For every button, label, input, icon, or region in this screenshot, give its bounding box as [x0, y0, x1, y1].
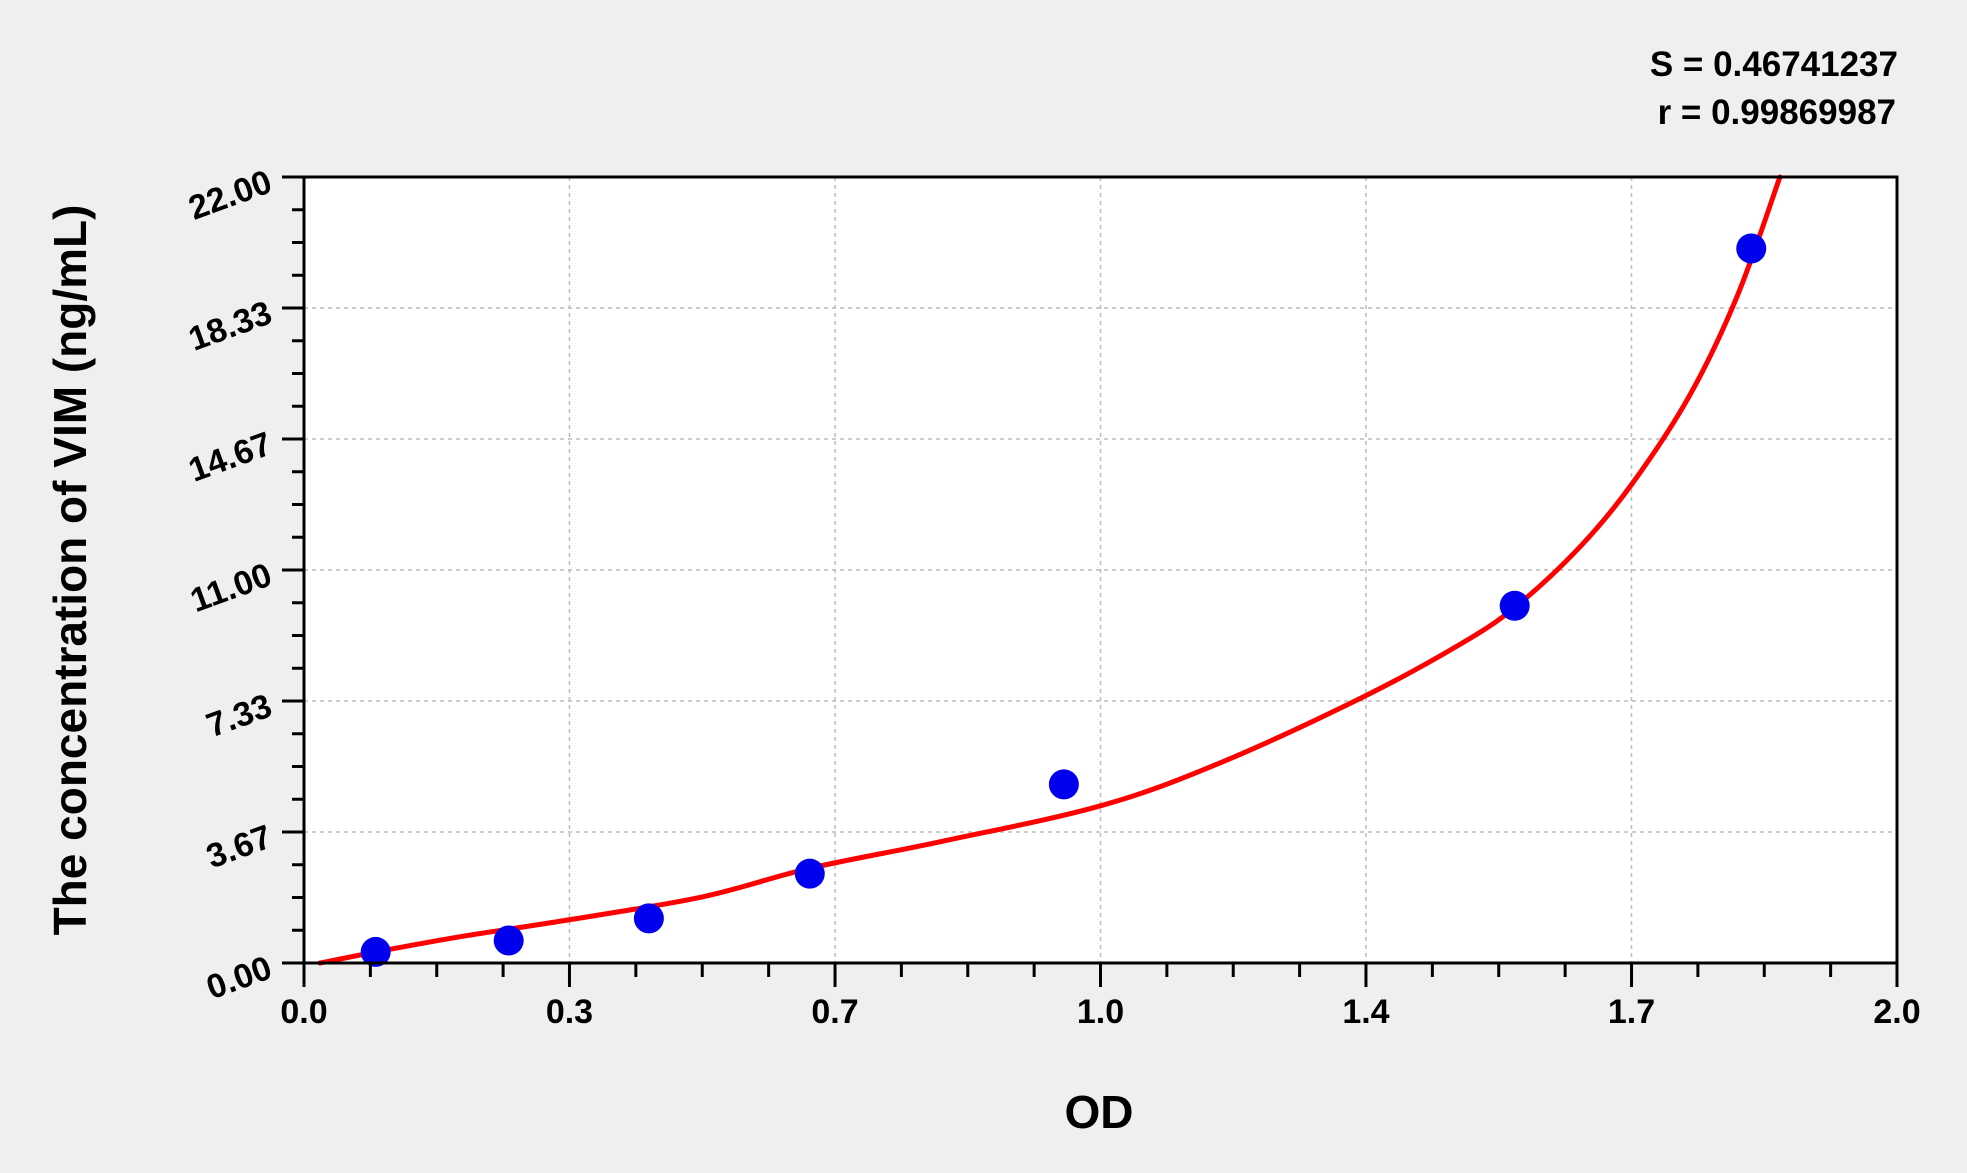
stat-s: S = 0.46741237	[1650, 45, 1898, 84]
fit-curve-line	[317, 174, 1783, 966]
y-tick-label: 0.00	[202, 949, 277, 1007]
data-point	[794, 858, 825, 889]
data-point	[360, 936, 391, 967]
x-tick-label: 1.0	[1077, 993, 1124, 1031]
x-tick-label: 0.3	[546, 993, 593, 1031]
data-points	[360, 233, 1767, 967]
data-point	[1499, 590, 1530, 621]
x-tick-label: 0.7	[811, 993, 858, 1031]
y-tick-label: 14.67	[184, 425, 277, 490]
data-point	[633, 903, 664, 934]
y-tick-label: 7.33	[202, 687, 277, 745]
x-tick-label: 0.0	[280, 993, 327, 1031]
data-point	[493, 925, 524, 956]
x-tick-label: 1.7	[1608, 993, 1655, 1031]
y-tick-label: 22.00	[184, 163, 277, 228]
data-point	[1736, 233, 1767, 264]
grid	[304, 177, 1897, 963]
data-point	[1048, 769, 1079, 800]
stat-r: r = 0.99869987	[1658, 93, 1896, 132]
y-tick-label: 18.33	[184, 294, 277, 359]
x-tick-label: 1.4	[1342, 993, 1389, 1031]
y-axis-label: The concentration of VIM (ng/mL)	[44, 205, 96, 936]
fit-curve-group	[317, 174, 1783, 966]
x-axis-label: OD	[1065, 1086, 1134, 1138]
y-tick-label: 11.00	[186, 556, 277, 620]
y-tick-label: 3.67	[202, 818, 277, 876]
x-tick-label: 2.0	[1873, 993, 1920, 1031]
